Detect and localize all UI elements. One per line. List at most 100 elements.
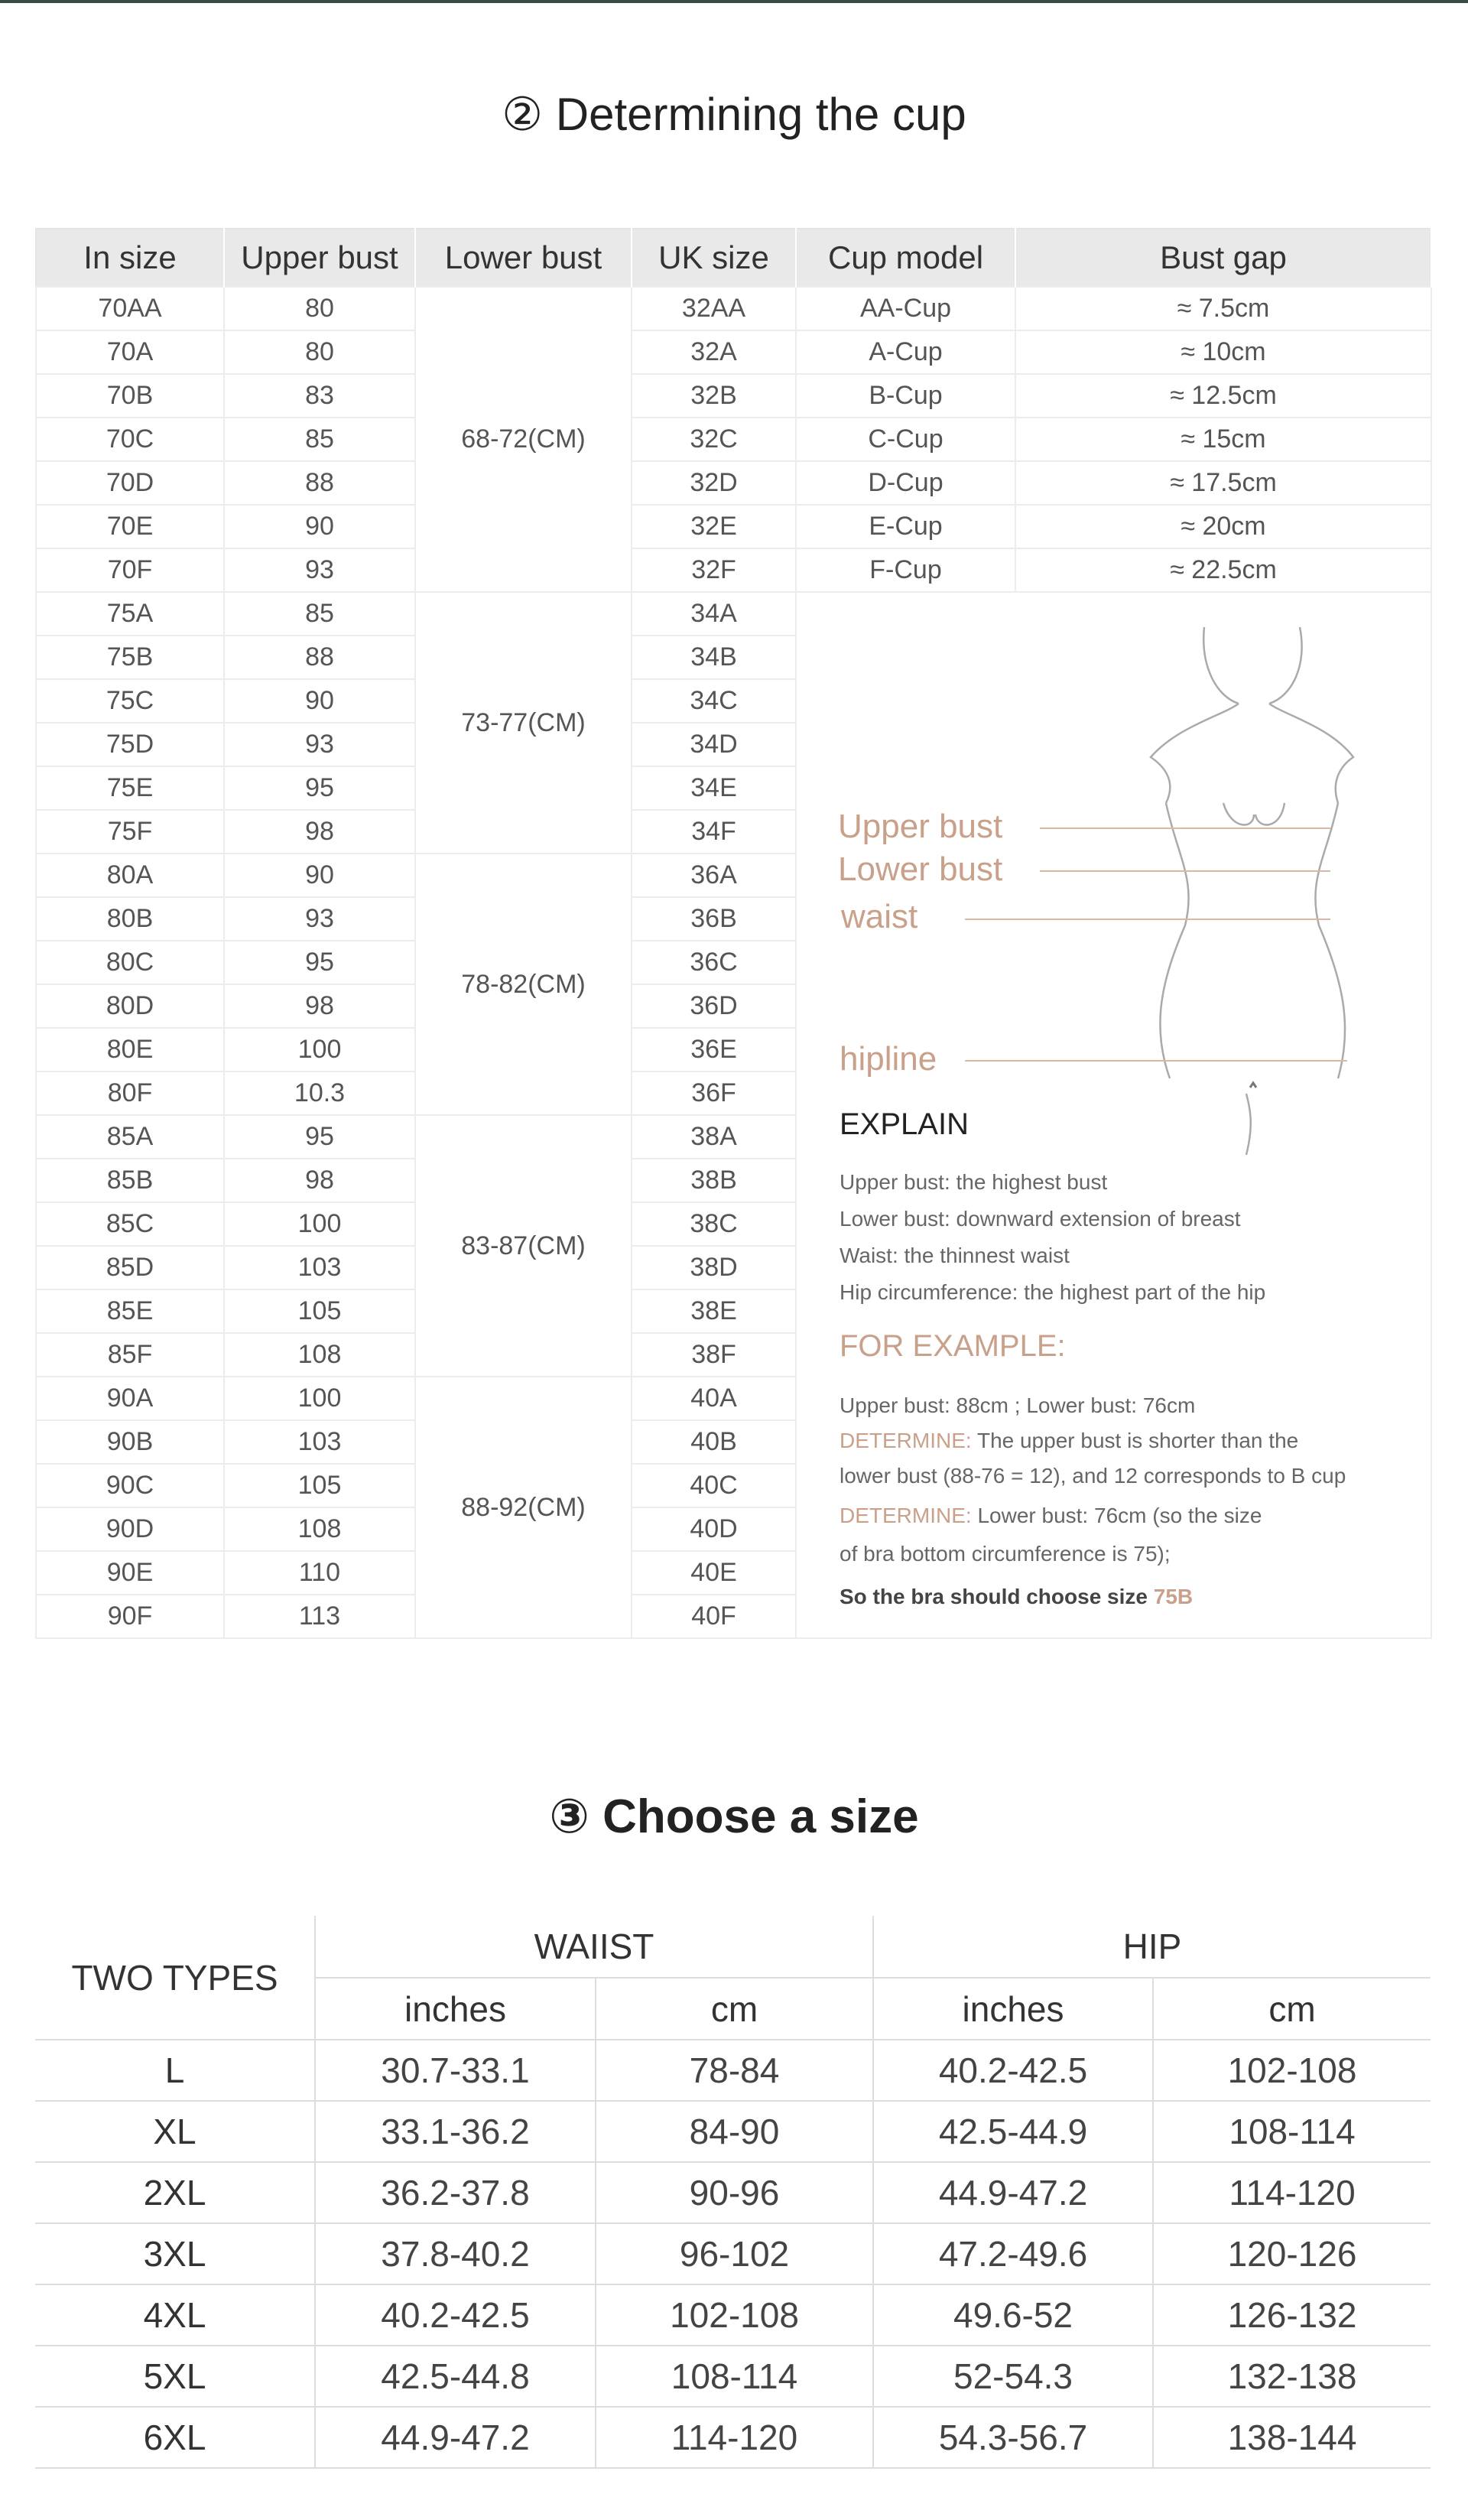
- in-size-cell: 80D: [35, 984, 225, 1029]
- uk-size-cell: 32C: [631, 417, 797, 462]
- upper-bust-cell: 88: [223, 635, 416, 680]
- upper-bust-cell: 95: [223, 1114, 416, 1159]
- waist-inches-cell: 37.8-40.2: [314, 2223, 596, 2285]
- cup-model-cell: AA-Cup: [795, 286, 1016, 331]
- table-row: 70E 90 32E E-Cup ≈ 20cm: [35, 504, 1432, 549]
- top-border: [0, 0, 1468, 3]
- table-row: 75F 98 34F: [35, 809, 1431, 854]
- hipline-line: [965, 1060, 1347, 1062]
- table-row: 4XL 40.2-42.5 102-108 49.6-52 126-132: [35, 2284, 1431, 2346]
- waist-cm-cell: 108-114: [594, 2346, 874, 2408]
- hipline-label: hipline: [840, 1040, 937, 1078]
- in-size-cell: 80B: [35, 896, 225, 941]
- upper-bust-cell: 95: [223, 940, 416, 985]
- uk-size-cell: 34D: [631, 722, 797, 767]
- in-size-cell: 70D: [35, 460, 225, 506]
- hip-inches-cell: 52-54.3: [872, 2346, 1154, 2408]
- waist-label: waist: [841, 898, 918, 935]
- uk-size-cell: 32F: [631, 548, 797, 593]
- upper-bust-cell: 108: [223, 1332, 416, 1377]
- hip-cm-cell: 108-114: [1152, 2101, 1431, 2163]
- unit-header: cm: [1152, 1978, 1431, 2040]
- uk-size-cell: 34C: [631, 678, 797, 723]
- table-row: 80D 98 36D: [35, 984, 1431, 1029]
- size-cell: 4XL: [35, 2284, 315, 2346]
- size-cell: L: [35, 2040, 315, 2102]
- lower-bust-cell: 68-72(CM): [414, 286, 632, 593]
- table-row: 85F 108 38F: [35, 1332, 1431, 1377]
- uk-size-cell: 34B: [631, 635, 797, 680]
- bust-gap-cell: ≈ 20cm: [1015, 504, 1432, 549]
- waist-cm-cell: 114-120: [594, 2407, 874, 2469]
- uk-size-cell: 38F: [631, 1332, 797, 1377]
- in-size-cell: 85F: [35, 1332, 225, 1377]
- in-size-cell: 70F: [35, 548, 225, 593]
- table-row: 70AA 80 68-72(CM) 32AA AA-Cup ≈ 7.5cm: [35, 286, 1432, 593]
- upper-bust-cell: 110: [223, 1550, 416, 1595]
- waist-inches-cell: 30.7-33.1: [314, 2040, 596, 2102]
- in-size-cell: 85D: [35, 1245, 225, 1290]
- in-size-cell: 75F: [35, 809, 225, 854]
- column-header: UK size: [632, 229, 797, 287]
- table-row: 90C 105 40C: [35, 1463, 1431, 1508]
- uk-size-cell: 34A: [631, 591, 797, 636]
- hip-header: HIP: [872, 1916, 1431, 1979]
- example-title: FOR EXAMPLE:: [840, 1329, 1066, 1363]
- lower-bust-cell: 78-82(CM): [414, 853, 632, 1116]
- uk-size-cell: 32A: [631, 330, 797, 375]
- hip-inches-cell: 40.2-42.5: [872, 2040, 1154, 2102]
- upper-bust-cell: 85: [223, 417, 416, 462]
- table-row: 3XL 37.8-40.2 96-102 47.2-49.6 120-126: [35, 2223, 1431, 2285]
- upper-bust-cell: 90: [223, 853, 416, 898]
- waist-inches-cell: 40.2-42.5: [314, 2284, 596, 2346]
- table-row: 75A 85 73-77(CM) 34A: [35, 591, 1432, 1639]
- in-size-cell: 85A: [35, 1114, 225, 1159]
- upper-bust-cell: 80: [223, 286, 416, 331]
- lower-bust-cell: 73-77(CM): [414, 591, 632, 854]
- table-row: 90A 100 88-92(CM) 40A: [35, 1376, 1431, 1639]
- table-row: 75C 90 34C: [35, 678, 1431, 723]
- cup-model-cell: B-Cup: [795, 373, 1016, 418]
- example-line: Upper bust: 88cm ; Lower bust: 76cm: [840, 1393, 1196, 1417]
- waist-cm-cell: 78-84: [594, 2040, 874, 2102]
- in-size-cell: 75E: [35, 766, 225, 811]
- example-line: lower bust (88-76 = 12), and 12 correspo…: [840, 1464, 1346, 1488]
- table-row: 70B 83 32B B-Cup ≈ 12.5cm: [35, 373, 1432, 418]
- unit-header: cm: [594, 1978, 874, 2040]
- table-row: 80B 93 36B: [35, 896, 1431, 941]
- in-size-cell: 90F: [35, 1594, 225, 1639]
- cup-model-cell: A-Cup: [795, 330, 1016, 375]
- cup-model-cell: C-Cup: [795, 417, 1016, 462]
- uk-size-cell: 40C: [631, 1463, 797, 1508]
- upper-bust-cell: 98: [223, 809, 416, 854]
- column-header: Cup model: [796, 229, 1016, 287]
- hip-inches-cell: 54.3-56.7: [872, 2407, 1154, 2469]
- upper-bust-cell: 95: [223, 766, 416, 811]
- uk-size-cell: 32E: [631, 504, 797, 549]
- table-row: 70F 93 32F F-Cup ≈ 22.5cm: [35, 548, 1432, 593]
- cup-model-cell: D-Cup: [795, 460, 1016, 506]
- upper-bust-cell: 93: [223, 896, 416, 941]
- upper-bust-cell: 88: [223, 460, 416, 506]
- upper-bust-cell: 103: [223, 1245, 416, 1290]
- uk-size-cell: 38E: [631, 1289, 797, 1334]
- column-header: Lower bust: [415, 229, 632, 287]
- in-size-cell: 85C: [35, 1201, 225, 1247]
- table-row: 6XL 44.9-47.2 114-120 54.3-56.7 138-144: [35, 2407, 1431, 2469]
- bust-gap-cell: ≈ 17.5cm: [1015, 460, 1432, 506]
- bust-gap-cell: ≈ 12.5cm: [1015, 373, 1432, 418]
- column-header: Upper bust: [224, 229, 416, 287]
- lower-bust-label: Lower bust: [838, 850, 1003, 888]
- uk-size-cell: 32D: [631, 460, 797, 506]
- size-cell: 6XL: [35, 2407, 315, 2469]
- upper-bust-cell: 108: [223, 1507, 416, 1552]
- hip-cm-cell: 120-126: [1152, 2223, 1431, 2285]
- upper-bust-cell: 113: [223, 1594, 416, 1639]
- explanation-panel: [795, 591, 1432, 1639]
- table-row: 75D 93 34D: [35, 722, 1431, 767]
- example-line: of bra bottom circumference is 75);: [840, 1542, 1171, 1566]
- table-row: 80E 100 36E: [35, 1027, 1431, 1072]
- in-size-cell: 90A: [35, 1376, 225, 1421]
- upper-bust-cell: 10.3: [223, 1071, 416, 1116]
